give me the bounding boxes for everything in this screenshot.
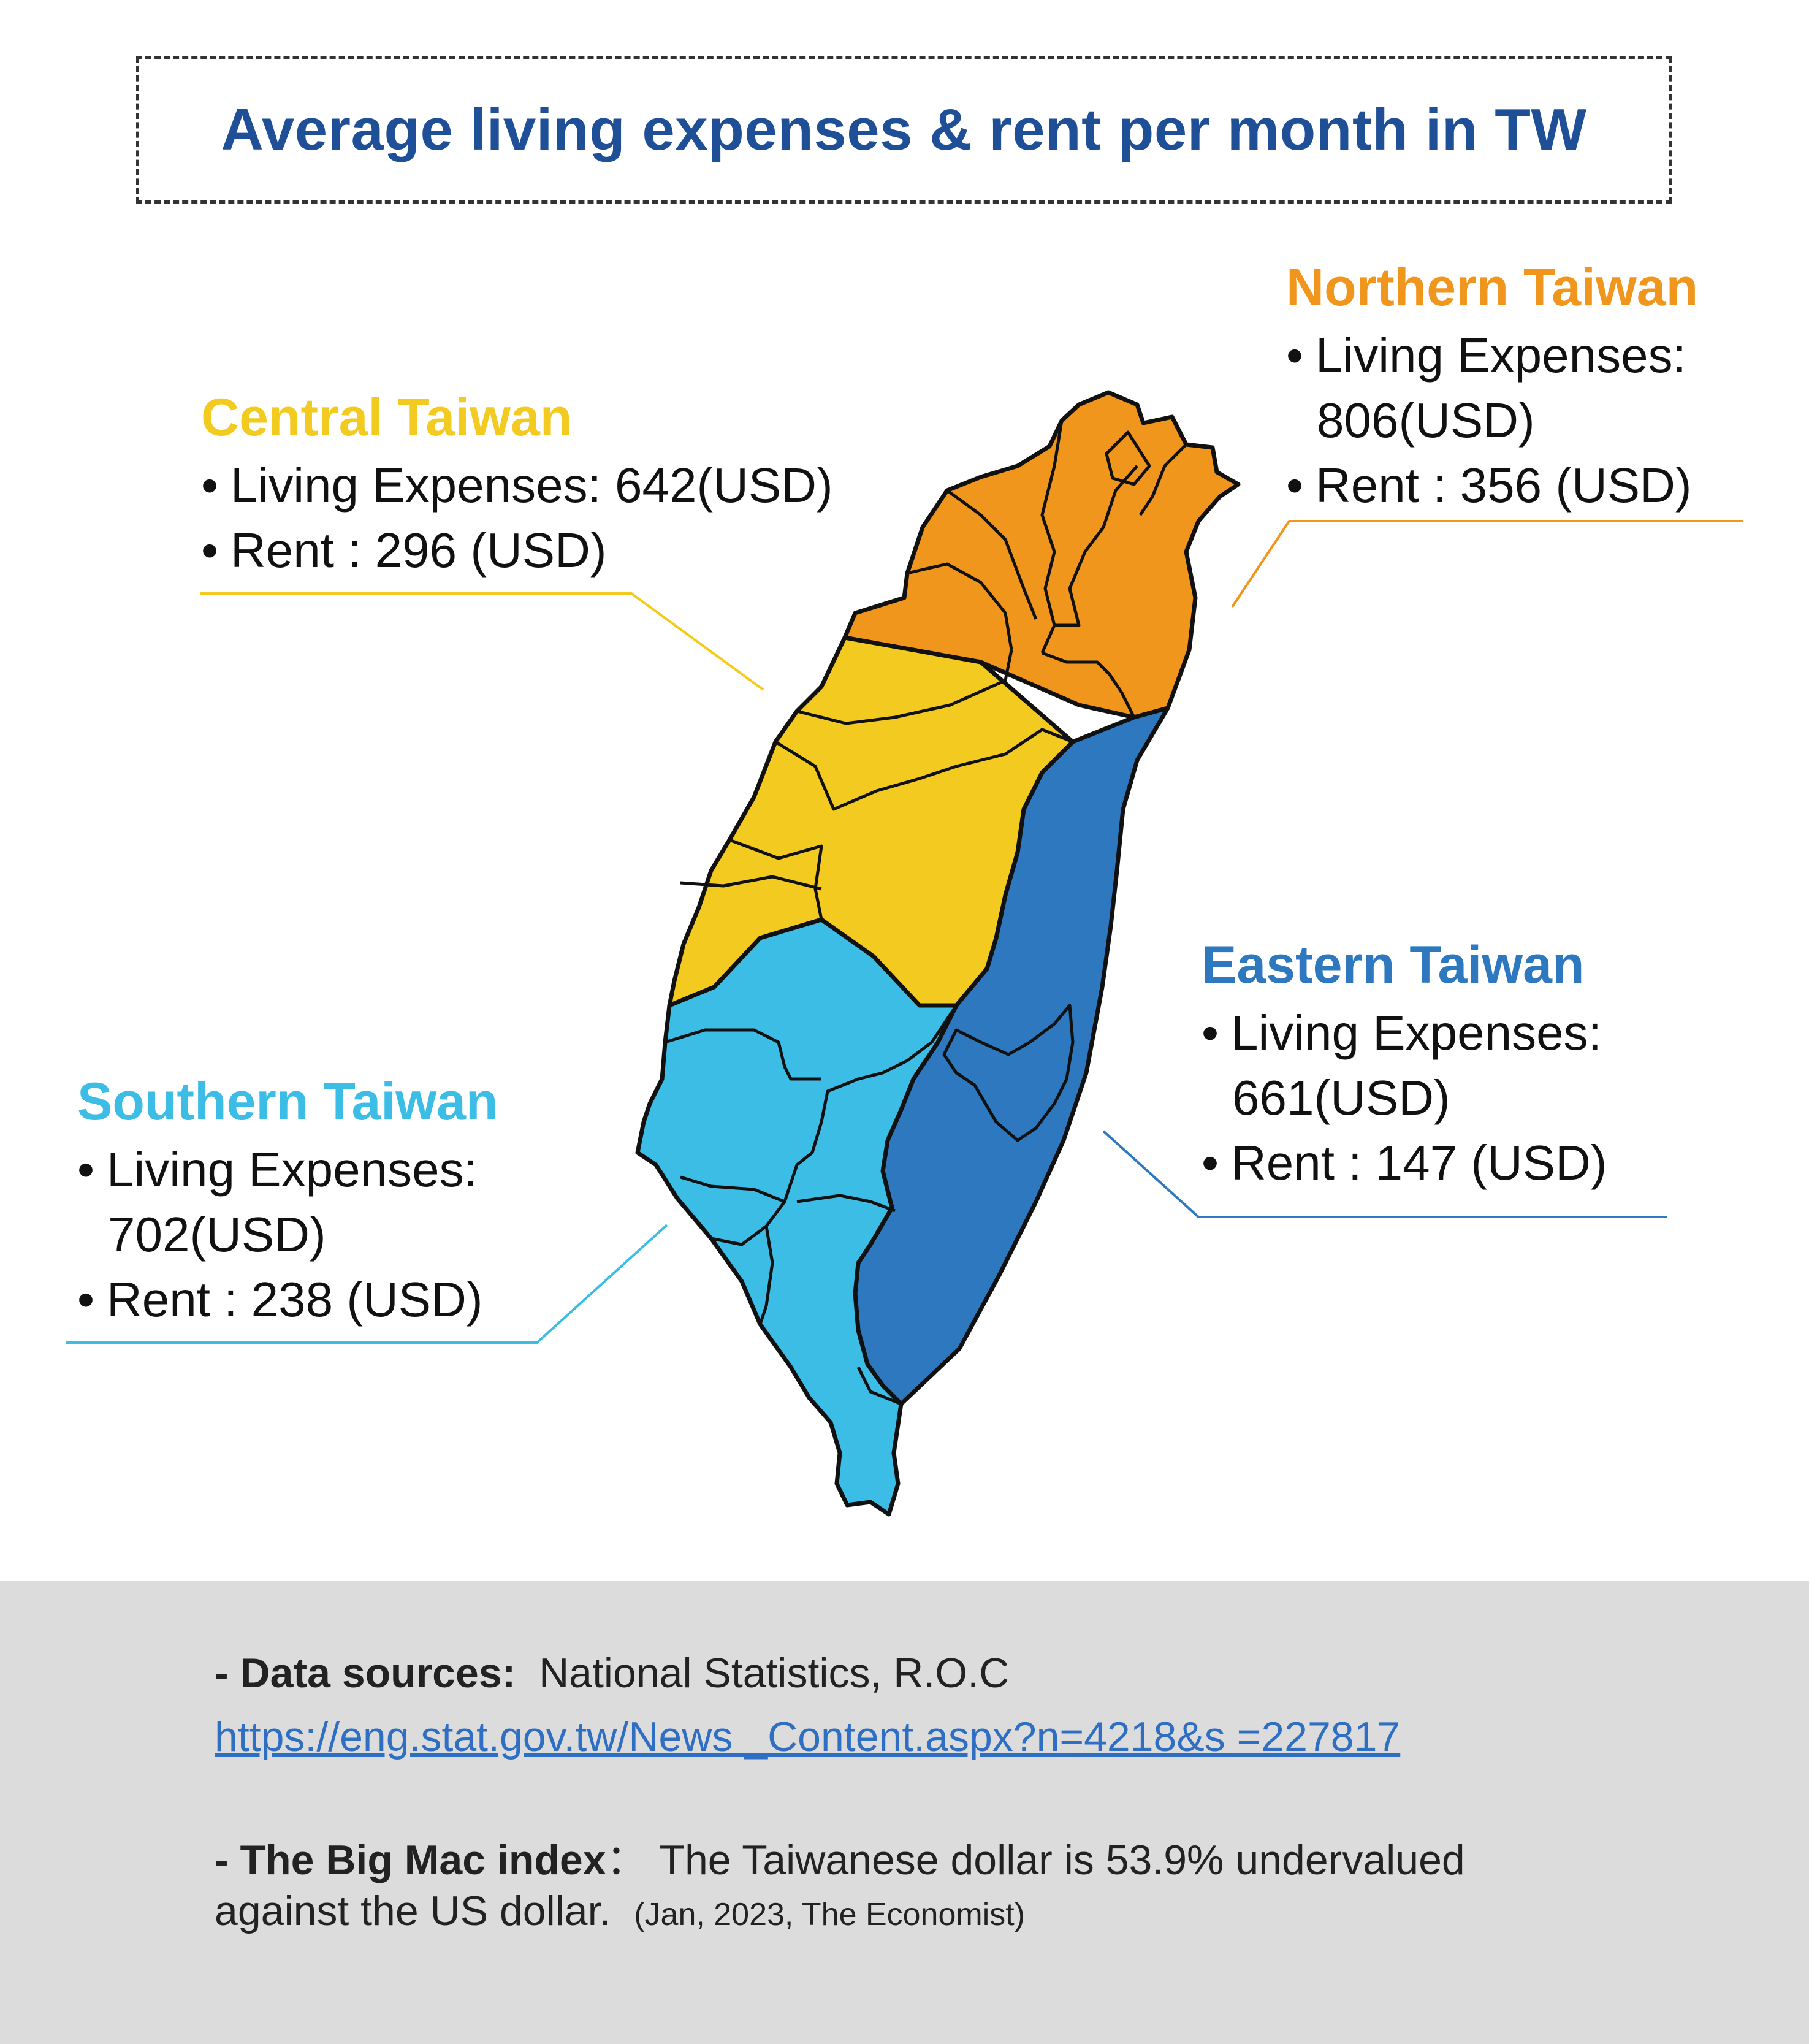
bigmac-text-2: against the US dollar.: [215, 1888, 611, 1934]
data-sources-label: - Data sources:: [215, 1650, 516, 1696]
southern-living-value: 702(USD): [108, 1207, 326, 1262]
northern-living-expenses: • Living Expenses:: [1286, 328, 1686, 383]
southern-rent: • Rent : 238 (USD): [77, 1272, 483, 1327]
data-sources-link[interactable]: https://eng.stat.gov.tw/News _Content.as…: [215, 1714, 1401, 1760]
bigmac-source: (Jan, 2023, The Economist): [634, 1897, 1026, 1932]
central-rent: • Rent : 296 (USD): [201, 523, 607, 578]
bigmac-line-2: against the US dollar. (Jan, 2023, The E…: [215, 1887, 1025, 1935]
northern-leader-line: [1231, 520, 1743, 608]
northern-taiwan-title: Northern Taiwan: [1286, 258, 1699, 317]
southern-leader-line: [66, 1224, 668, 1344]
southern-taiwan-label: Southern Taiwan • Living Expenses: 702(US…: [77, 1072, 498, 1332]
eastern-rent: • Rent : 147 (USD): [1202, 1135, 1607, 1190]
eastern-living-expenses: • Living Expenses:: [1202, 1005, 1602, 1060]
eastern-taiwan-label: Eastern Taiwan • Living Expenses: 661(USD…: [1202, 935, 1607, 1196]
central-living-expenses: • Living Expenses: 642(USD): [201, 458, 833, 513]
central-taiwan-title: Central Taiwan: [201, 388, 573, 447]
northern-rent: • Rent : 356 (USD): [1286, 458, 1692, 513]
eastern-living-value: 661(USD): [1232, 1070, 1450, 1125]
eastern-leader-line: [1102, 1130, 1667, 1218]
central-taiwan-label: Central Taiwan • Living Expenses: 642(USD…: [201, 387, 833, 583]
northern-living-value: 806(USD): [1317, 393, 1535, 448]
northern-taiwan-label: Northern Taiwan • Living Expenses: 806(US…: [1286, 257, 1698, 518]
bigmac-separator: ：: [606, 1837, 648, 1883]
southern-living-expenses: • Living Expenses:: [77, 1142, 478, 1197]
eastern-taiwan-title: Eastern Taiwan: [1202, 936, 1585, 994]
taiwan-map: [66, 390, 1743, 1517]
data-sources-text: National Statistics, R.O.C: [539, 1650, 1010, 1696]
central-leader-line: [200, 592, 764, 691]
bigmac-label: - The Big Mac index: [215, 1837, 606, 1883]
data-sources-link-line: https://eng.stat.gov.tw/News _Content.as…: [215, 1713, 1400, 1761]
county-borders: [665, 420, 1187, 1406]
bigmac-line: - The Big Mac index： The Taiwanese dolla…: [215, 1826, 1465, 1886]
title-box: Average living expenses & rent per month…: [136, 56, 1672, 204]
footer-panel: - Data sources: National Statistics, R.O…: [0, 1581, 1809, 2044]
southern-taiwan-title: Southern Taiwan: [77, 1072, 498, 1131]
page-title: Average living expenses & rent per month…: [221, 97, 1587, 162]
data-sources-line: - Data sources: National Statistics, R.O…: [215, 1649, 1009, 1697]
southern-region[interactable]: [635, 917, 959, 1517]
bigmac-text: The Taiwanese dollar is 53.9% undervalue…: [659, 1837, 1465, 1883]
